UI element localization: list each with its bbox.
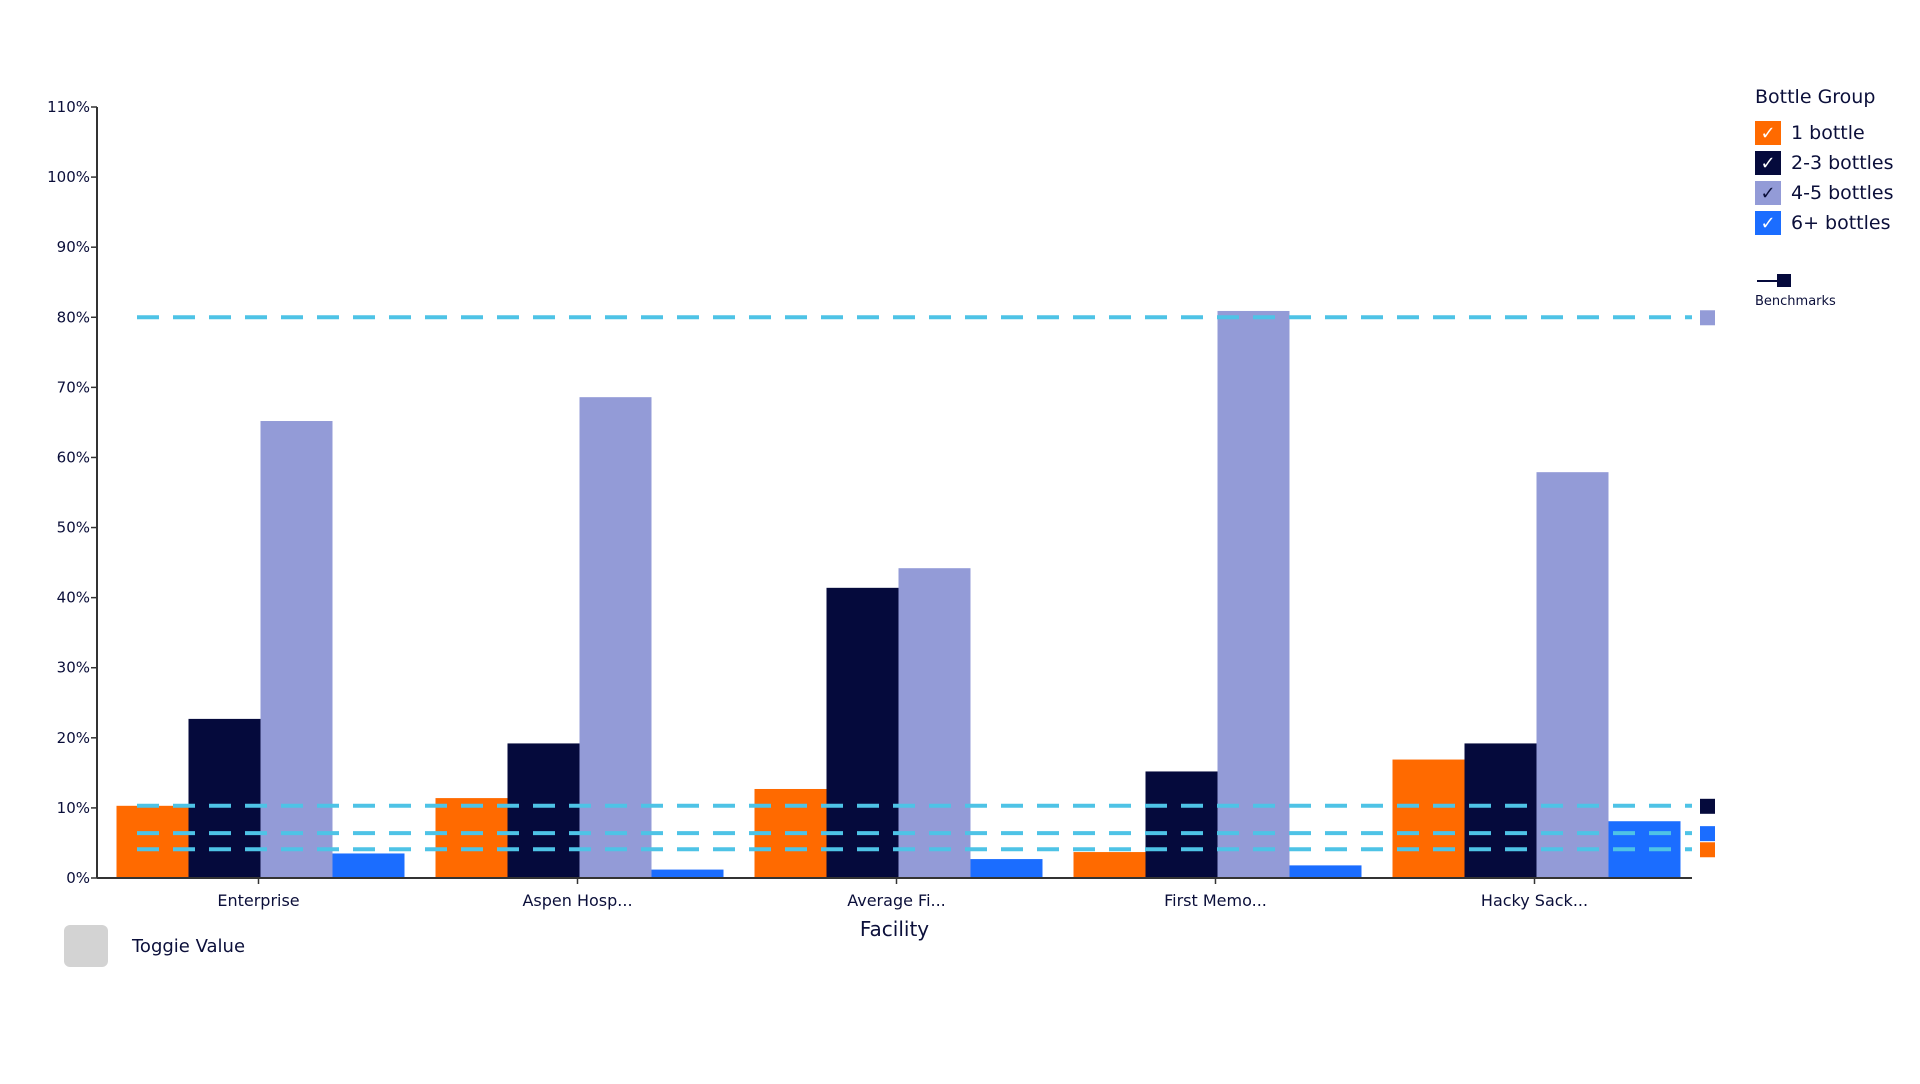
bar[interactable] — [260, 421, 333, 878]
y-tick-label: 100% — [47, 168, 90, 186]
bar[interactable] — [188, 718, 261, 878]
y-tick-label: 70% — [57, 378, 90, 396]
benchmark-legend[interactable]: Benchmarks — [1755, 272, 1836, 309]
legend-label: 4-5 bottles — [1791, 182, 1894, 204]
bar[interactable] — [1073, 852, 1146, 878]
legend-checkbox-2-3-bottles[interactable]: ✓ — [1755, 151, 1781, 175]
legend-item-4-5-bottles[interactable]: ✓ 4-5 bottles — [1755, 178, 1915, 208]
bar[interactable] — [507, 743, 580, 878]
bar[interactable] — [1145, 771, 1218, 878]
legend-label: 1 bottle — [1791, 122, 1865, 144]
toggle-value-control: Toggie Value — [64, 925, 245, 967]
y-tick-label: 50% — [57, 519, 90, 537]
legend-checkbox-1-bottle[interactable]: ✓ — [1755, 121, 1781, 145]
toggle-switch[interactable] — [64, 925, 108, 967]
bar[interactable] — [435, 798, 508, 878]
bar[interactable] — [898, 568, 971, 878]
legend-item-6-plus-bottles[interactable]: ✓ 6+ bottles — [1755, 208, 1915, 238]
legend-title: Bottle Group — [1755, 86, 1876, 108]
bar[interactable] — [579, 397, 652, 878]
y-tick-label: 10% — [57, 799, 90, 817]
legend: Bottle Group ✓ 1 bottle ✓ 2-3 bottles ✓ … — [1755, 86, 1915, 238]
toggle-label: Toggie Value — [132, 935, 246, 957]
legend-item-1-bottle[interactable]: ✓ 1 bottle — [1755, 118, 1915, 148]
benchmark-marker — [1700, 826, 1715, 842]
y-tick-label: 90% — [57, 238, 90, 256]
y-tick-label: 20% — [57, 729, 90, 747]
x-tick-label: First Memo... — [1164, 891, 1267, 910]
bar[interactable] — [651, 869, 724, 878]
legend-label: 2-3 bottles — [1791, 152, 1894, 174]
benchmark-line-icon — [1757, 274, 1791, 287]
bar[interactable] — [1289, 865, 1362, 878]
legend-checkbox-6-plus-bottles[interactable]: ✓ — [1755, 211, 1781, 235]
y-tick-label: 110% — [47, 98, 90, 116]
bar[interactable] — [1392, 759, 1465, 878]
check-icon: ✓ — [1760, 152, 1776, 174]
check-icon: ✓ — [1760, 212, 1776, 234]
x-tick-label: Enterprise — [217, 891, 299, 910]
check-icon: ✓ — [1760, 122, 1776, 144]
x-tick-label: Hacky Sack... — [1481, 891, 1588, 910]
y-tick-label: 0% — [66, 869, 90, 887]
y-tick-label: 40% — [57, 589, 90, 607]
bar[interactable] — [332, 853, 405, 878]
x-tick-label: Aspen Hosp... — [522, 891, 632, 910]
y-tick-label: 80% — [57, 308, 90, 326]
bar[interactable] — [1536, 472, 1609, 878]
x-axis-label: Facility — [860, 917, 929, 941]
benchmark-marker — [1700, 842, 1715, 858]
x-tick-label: Average Fi... — [847, 891, 946, 910]
bar[interactable] — [970, 859, 1043, 878]
y-tick-label: 60% — [57, 448, 90, 466]
bar[interactable] — [826, 587, 899, 878]
benchmark-marker — [1700, 798, 1715, 814]
legend-item-2-3-bottles[interactable]: ✓ 2-3 bottles — [1755, 148, 1915, 178]
benchmark-marker — [1700, 310, 1715, 326]
legend-checkbox-4-5-bottles[interactable]: ✓ — [1755, 181, 1781, 205]
benchmark-label: Benchmarks — [1755, 294, 1836, 309]
y-tick-label: 30% — [57, 659, 90, 677]
legend-label: 6+ bottles — [1791, 212, 1891, 234]
bar[interactable] — [1464, 743, 1537, 878]
bar[interactable] — [116, 805, 189, 878]
bar[interactable] — [1217, 310, 1290, 878]
check-icon: ✓ — [1760, 182, 1776, 204]
